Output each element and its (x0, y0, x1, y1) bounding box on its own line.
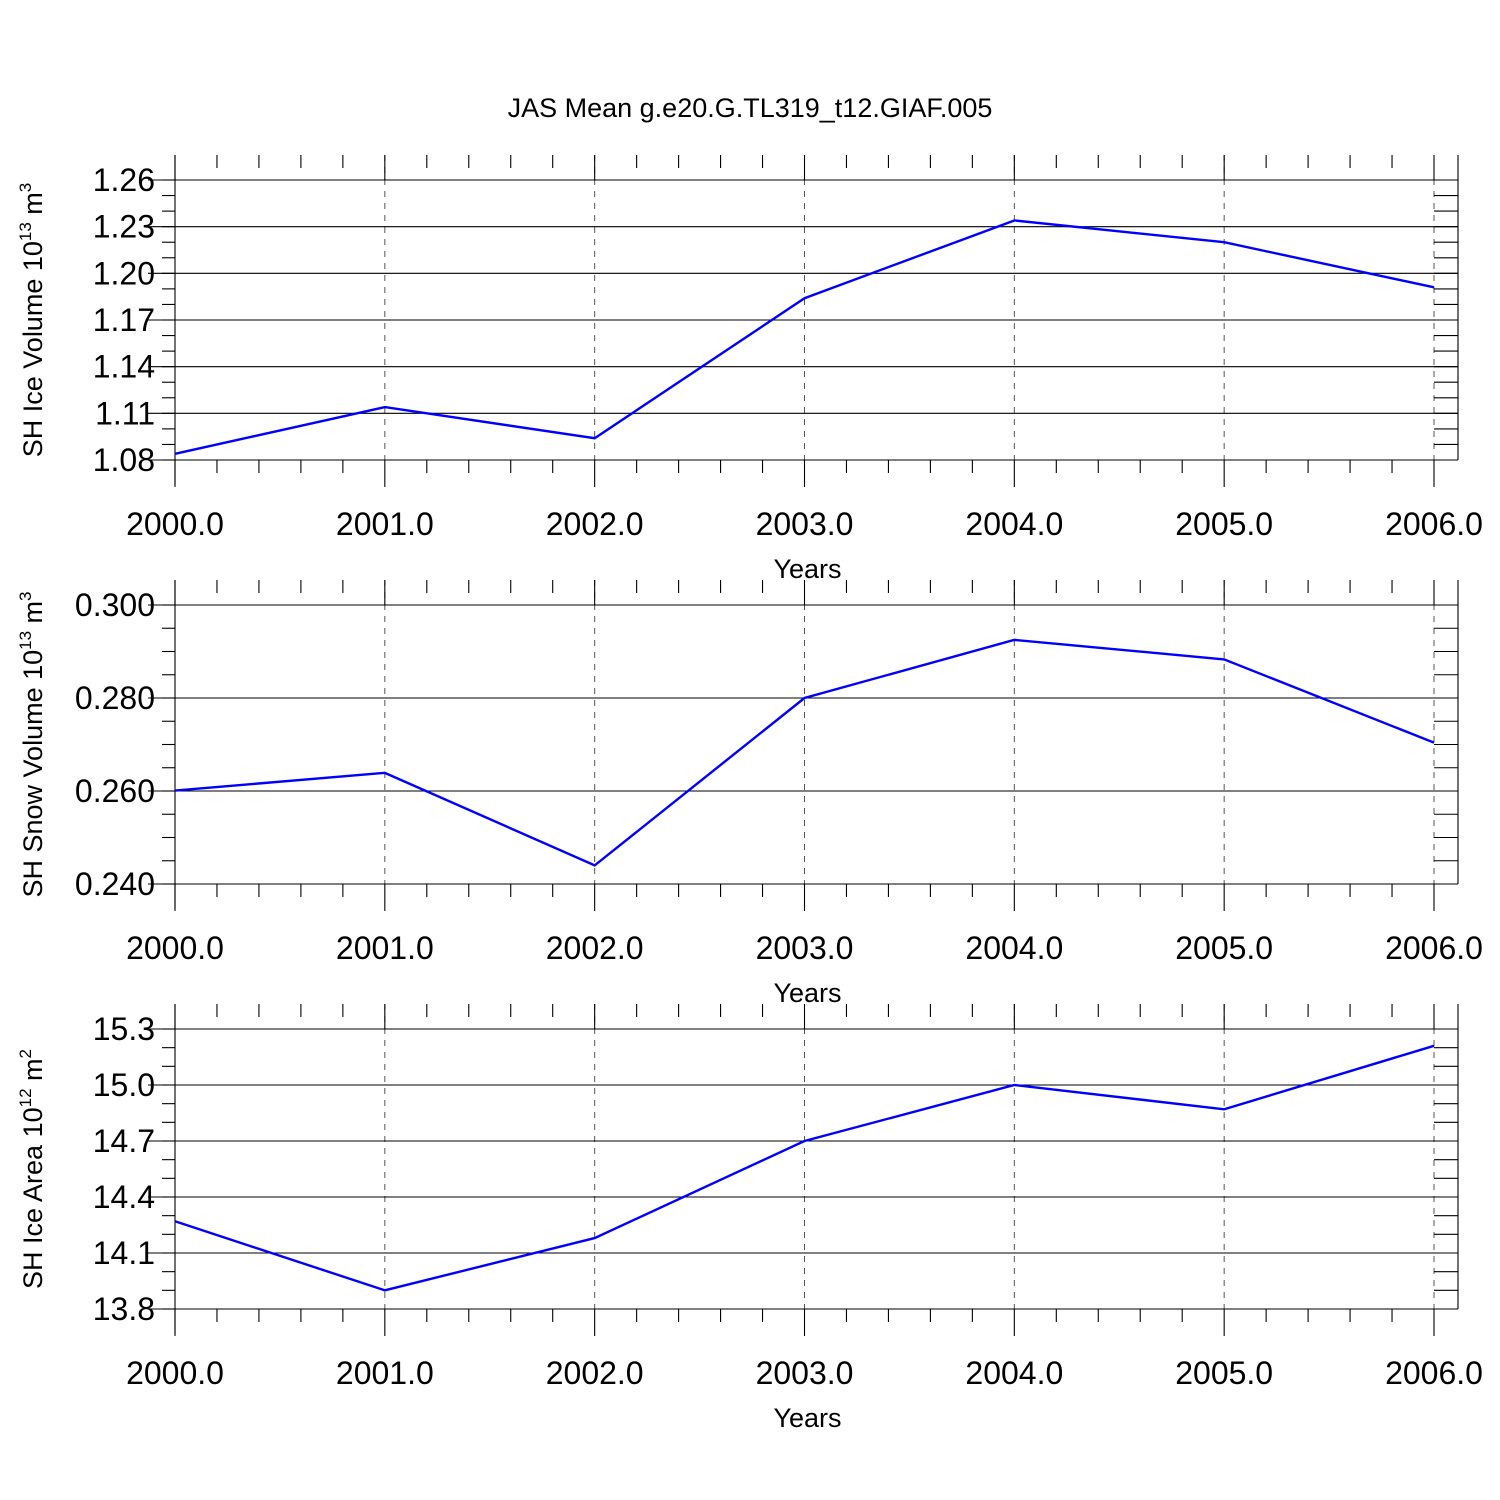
x-tick-label: 2001.0 (336, 506, 434, 542)
y-tick-label: 1.23 (93, 209, 155, 245)
y-tick-label: 1.20 (93, 255, 155, 291)
y-axis-title: SH Ice Area 1012 m2 (16, 1049, 48, 1289)
x-tick-label: 2003.0 (756, 1355, 854, 1391)
x-axis-title: Years (773, 554, 841, 584)
y-tick-label: 14.7 (93, 1123, 155, 1159)
x-tick-label: 2004.0 (965, 1355, 1063, 1391)
x-axis-title: Years (773, 978, 841, 1008)
x-tick-label: 2004.0 (965, 930, 1063, 966)
x-tick-label: 2001.0 (336, 1355, 434, 1391)
y-tick-label: 15.3 (93, 1011, 155, 1047)
x-tick-label: 2002.0 (546, 1355, 644, 1391)
x-tick-label: 2000.0 (126, 506, 224, 542)
x-tick-label: 2001.0 (336, 930, 434, 966)
x-tick-label: 2004.0 (965, 506, 1063, 542)
x-tick-label: 2003.0 (756, 930, 854, 966)
series-line (174, 1044, 1435, 1292)
x-tick-label: 2002.0 (546, 506, 644, 542)
chart-panel-3: 13.8 14.1 14.4 14.7 15.0 15.3 2000.0 2001.0 2002… (16, 1004, 1483, 1433)
x-tick-label: 2000.0 (126, 1355, 224, 1391)
y-tick-label: 14.4 (93, 1179, 155, 1215)
x-tick-label: 2005.0 (1175, 930, 1273, 966)
x-tick-label: 2005.0 (1175, 1355, 1273, 1391)
y-tick-label: 0.240 (75, 866, 155, 902)
x-tick-label: 2006.0 (1385, 930, 1483, 966)
y-tick-label: 1.14 (93, 349, 155, 385)
y-tick-label: 0.280 (75, 680, 155, 716)
x-tick-label: 2003.0 (756, 506, 854, 542)
y-tick-label: 14.1 (93, 1235, 155, 1271)
y-tick-label: 1.08 (93, 442, 155, 478)
chart-title: JAS Mean g.e20.G.TL319_t12.GIAF.005 (508, 93, 993, 123)
chart-panel-2: 0.240 0.260 0.280 0.300 2000.0 2001.0 2002.0 20… (16, 580, 1483, 1008)
x-axis-title: Years (773, 1403, 841, 1433)
x-tick-label: 2006.0 (1385, 1355, 1483, 1391)
chart-panel-1: 1.08 1.11 1.14 1.17 1.20 1.23 1.26 2000.0 2001.0… (16, 155, 1483, 584)
y-tick-label: 0.300 (75, 587, 155, 623)
x-tick-label: 2005.0 (1175, 506, 1273, 542)
y-tick-label: 0.260 (75, 773, 155, 809)
y-axis-title: SH Ice Volume 1013 m3 (16, 183, 48, 458)
x-tick-label: 2006.0 (1385, 506, 1483, 542)
chart-panels: 1.08 1.11 1.14 1.17 1.20 1.23 1.26 2000.0 2001.0… (16, 155, 1483, 1433)
y-tick-label: 13.8 (93, 1291, 155, 1327)
y-tick-label: 1.17 (93, 302, 155, 338)
y-tick-label: 15.0 (93, 1067, 155, 1103)
y-tick-label: 1.26 (93, 162, 155, 198)
x-tick-label: 2002.0 (546, 930, 644, 966)
y-tick-label: 1.11 (95, 395, 155, 431)
y-axis-title: SH Snow Volume 1013 m3 (16, 591, 48, 897)
x-tick-label: 2000.0 (126, 930, 224, 966)
